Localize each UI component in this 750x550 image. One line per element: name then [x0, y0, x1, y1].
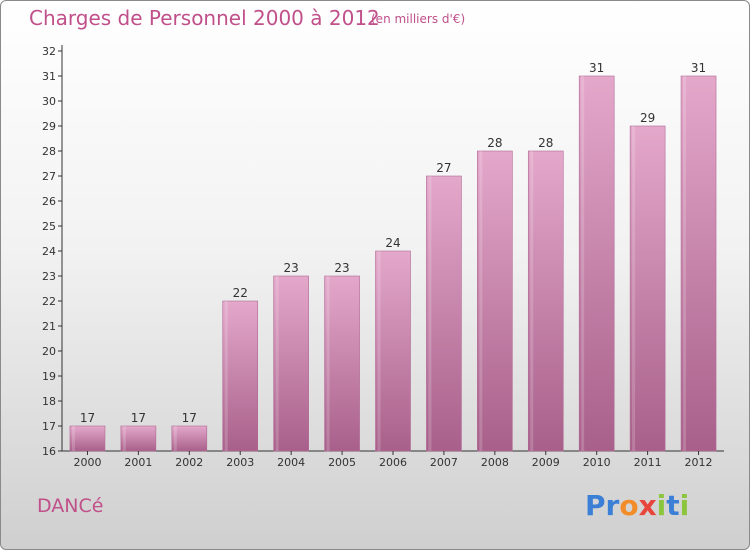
data-label: 17: [182, 411, 197, 425]
bar: [69, 425, 106, 452]
logo-letter: x: [638, 489, 657, 522]
bar-highlight: [428, 176, 432, 451]
y-tick-label: 26: [42, 195, 56, 208]
data-label: 23: [284, 261, 299, 275]
y-tick-label: 27: [42, 170, 56, 183]
logo-letter: i: [656, 489, 667, 522]
logo-letter: o: [619, 489, 639, 522]
x-tick-label: 2012: [685, 456, 713, 469]
y-tick-label: 23: [42, 270, 56, 283]
bar-highlight: [173, 426, 177, 451]
y-tick-label: 16: [42, 445, 56, 458]
data-label: 24: [385, 236, 400, 250]
y-tick-label: 24: [42, 245, 56, 258]
bar-highlight: [224, 301, 228, 451]
bar: [375, 250, 411, 452]
data-label: 27: [436, 161, 451, 175]
bar: [629, 125, 666, 452]
proxiti-logo[interactable]: Proxiti: [585, 489, 689, 522]
data-label: 31: [589, 61, 604, 75]
bar: [477, 150, 513, 452]
bar: [680, 75, 717, 452]
bar-highlight: [632, 126, 636, 451]
y-tick-label: 28: [42, 145, 56, 158]
commune-name: DANCé: [37, 495, 104, 517]
data-label: 28: [487, 136, 502, 150]
data-label: 31: [691, 61, 706, 75]
x-tick-label: 2006: [379, 456, 407, 469]
bar: [171, 425, 208, 452]
bar: [527, 150, 564, 452]
x-tick-label: 2008: [481, 456, 509, 469]
bar-highlight: [683, 76, 687, 451]
bar-highlight: [479, 151, 483, 451]
y-tick-label: 20: [42, 345, 56, 358]
bar-highlight: [581, 76, 585, 451]
y-tick-label: 29: [42, 120, 56, 133]
bar: [324, 275, 360, 452]
data-label: 29: [640, 111, 655, 125]
bar: [578, 75, 615, 452]
bar-highlight: [275, 276, 279, 451]
logo-letter: P: [585, 489, 606, 522]
x-tick-label: 2007: [430, 456, 458, 469]
x-tick-label: 2000: [73, 456, 101, 469]
y-tick-label: 21: [42, 320, 56, 333]
x-tick-label: 2010: [583, 456, 611, 469]
bar-highlight: [326, 276, 330, 451]
bar: [426, 175, 462, 452]
data-label: 17: [131, 411, 146, 425]
data-label: 23: [334, 261, 349, 275]
logo-letter: i: [679, 489, 690, 522]
logo-letter: t: [666, 489, 680, 522]
y-tick-label: 18: [42, 395, 56, 408]
data-label: 22: [233, 286, 248, 300]
y-tick-label: 22: [42, 295, 56, 308]
bar: [273, 275, 309, 452]
bar: [222, 300, 259, 452]
logo-letter: r: [605, 489, 620, 522]
unit-note: (en milliers d'€): [371, 12, 466, 26]
y-tick-label: 25: [42, 220, 56, 233]
x-tick-label: 2003: [226, 456, 254, 469]
y-tick-label: 32: [42, 45, 56, 58]
data-label: 28: [538, 136, 553, 150]
y-tick-label: 31: [42, 70, 56, 83]
x-tick-label: 2011: [634, 456, 662, 469]
bar: [120, 425, 157, 452]
y-tick-label: 17: [42, 420, 56, 433]
data-label: 17: [80, 411, 95, 425]
x-tick-label: 2009: [532, 456, 560, 469]
x-tick-label: 2002: [175, 456, 203, 469]
x-tick-label: 2001: [124, 456, 152, 469]
y-tick-label: 19: [42, 370, 56, 383]
bar-highlight: [377, 251, 381, 451]
bar-highlight: [71, 426, 75, 451]
bar-highlight: [122, 426, 126, 451]
x-tick-label: 2004: [277, 456, 305, 469]
chart-title: Charges de Personnel 2000 à 2012: [29, 6, 380, 30]
y-tick-label: 30: [42, 95, 56, 108]
bar-highlight: [530, 151, 534, 451]
x-tick-label: 2005: [328, 456, 356, 469]
